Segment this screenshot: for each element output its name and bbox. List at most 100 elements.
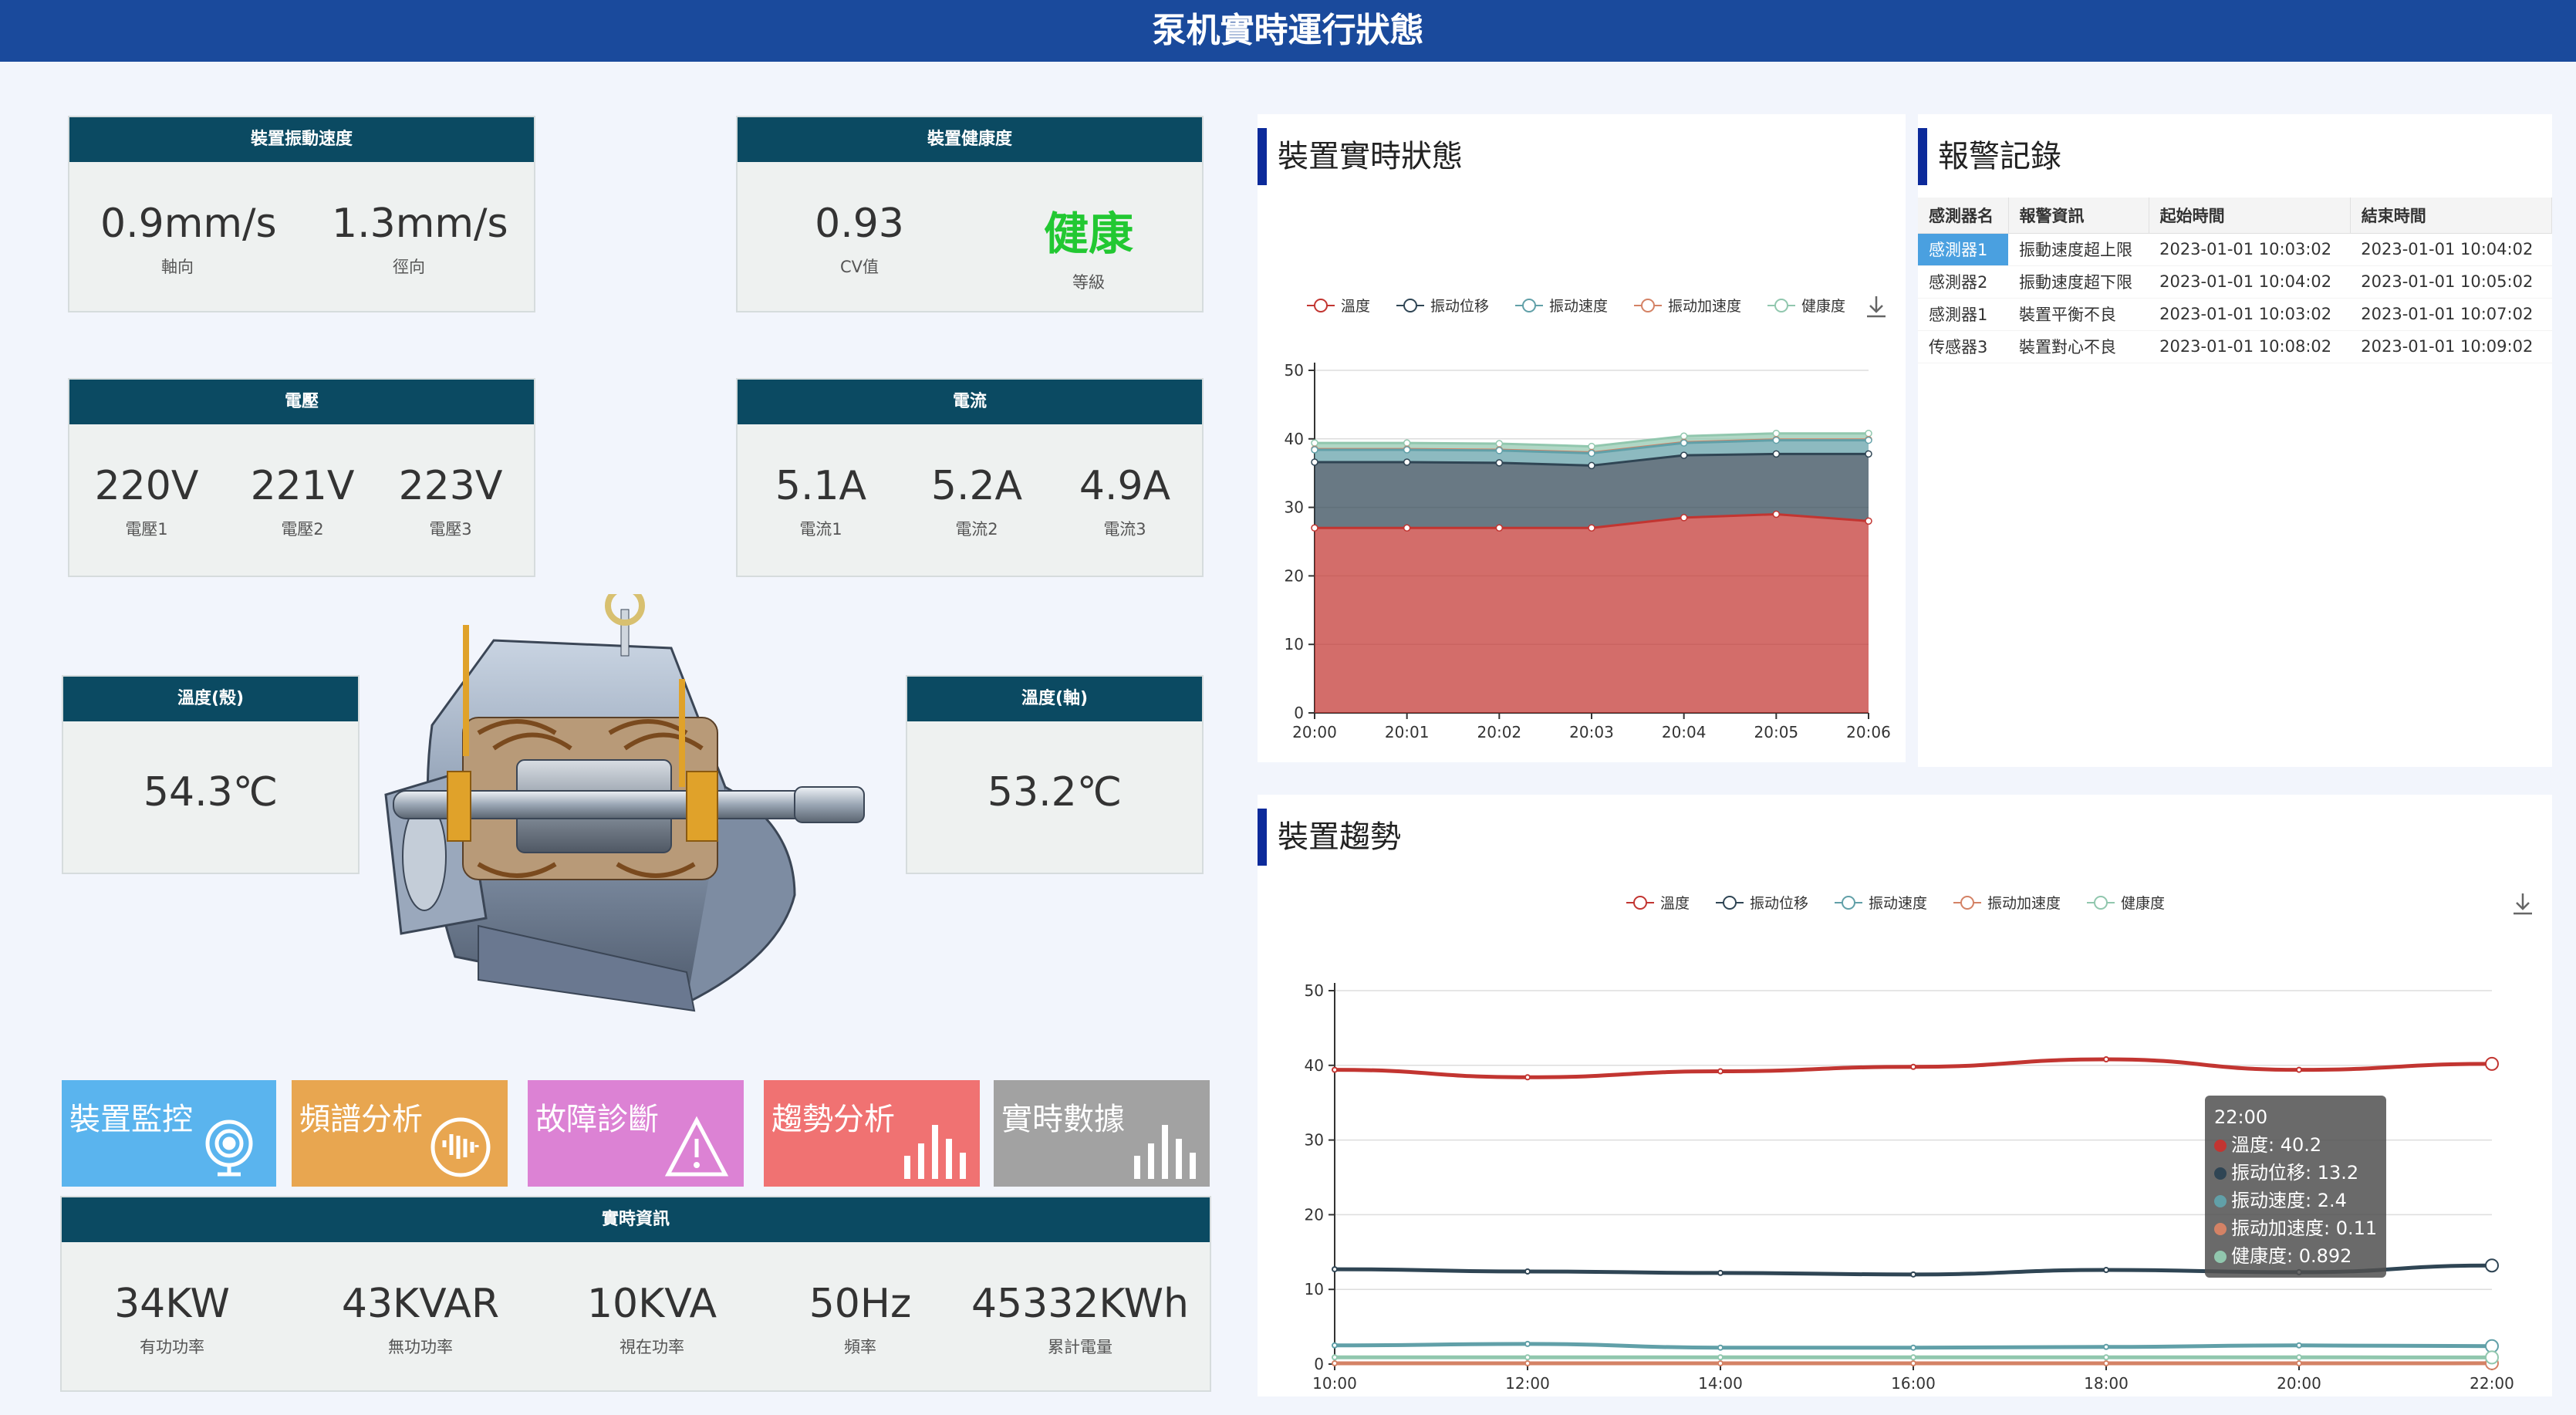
data-point — [1772, 429, 1781, 437]
voltage2-label: 電壓2 — [281, 520, 324, 539]
realtime-info-card: 實時資訊 34KW 有功功率 43KVAR 無功功率 10KVA 視在功率 50… — [60, 1196, 1211, 1392]
y-tick-label: 40 — [1285, 430, 1304, 448]
alarm-row[interactable]: 传感器3 裝置對心不良 2023-01-01 10:08:02 2023-01-01 … — [1918, 330, 2552, 363]
data-point — [2485, 1056, 2499, 1071]
data-point — [1680, 514, 1688, 522]
data-point — [1865, 450, 1872, 458]
data-point — [1588, 449, 1595, 458]
data-point — [1588, 461, 1595, 470]
y-tick-label: 30 — [1305, 1131, 1324, 1150]
health-card: 裝置健康度 0.93 CV值 健康 等級 — [736, 116, 1204, 312]
data-point — [1717, 1354, 1724, 1361]
data-point — [2296, 1342, 2302, 1349]
voltage3-label: 電壓3 — [429, 520, 472, 539]
energy-value: 45332KWh — [971, 1281, 1190, 1327]
active-power-value: 34KW — [114, 1281, 230, 1327]
legend-label: 振动加速度 — [1668, 298, 1741, 315]
alarm-panel: 報警記錄 感測器名 報警資訊 起始時間 結束時間 感測器1 振動速度超上限 2023-01… — [1918, 114, 2553, 767]
chart-tooltip: 22:00 溫度: 40.2 振动位移: 13.2 振动速度: 2.4 振动加速度: … — [2205, 1096, 2387, 1278]
legend-marker — [1403, 299, 1417, 312]
frequency-value: 50Hz — [809, 1281, 912, 1327]
alarm-cell: 感測器2 — [1918, 265, 2009, 299]
tile-trend-analysis[interactable]: 趨勢分析 — [764, 1080, 980, 1187]
tooltip-line: 健康度: 0.892 — [2214, 1242, 2377, 1270]
alarm-row[interactable]: 感測器1 振動速度超上限 2023-01-01 10:03:02 2023-01-01… — [1918, 233, 2552, 266]
energy-label: 累計電量 — [1048, 1338, 1112, 1356]
voltage3-value: 223V — [398, 463, 503, 509]
x-tick-label: 12:00 — [1505, 1374, 1550, 1389]
alarm-column-header[interactable]: 起始時間 — [2149, 198, 2351, 234]
legend-marker — [1774, 299, 1788, 312]
temp-shaft-title: 溫度(軸) — [907, 677, 1202, 721]
series-area — [1315, 514, 1869, 713]
data-point — [1495, 440, 1504, 447]
alarm-column-header[interactable]: 感測器名 — [1918, 198, 2009, 234]
legend-marker — [1842, 896, 1855, 910]
reactive-power-value: 43KVAR — [341, 1281, 500, 1327]
current3-label: 電流3 — [1103, 520, 1146, 539]
temp-shell-cell: 54.3℃ — [63, 769, 358, 816]
alarm-cell: 感測器1 — [1918, 233, 2009, 266]
alarm-cell: 振動速度超下限 — [2008, 265, 2149, 299]
tooltip-line-text: 振动加速度: 0.11 — [2231, 1217, 2378, 1239]
tile-realtime-data[interactable]: 實時數據 — [994, 1080, 1210, 1187]
data-point — [1717, 1068, 1724, 1075]
alarm-column-header[interactable]: 結束時間 — [2350, 198, 2553, 234]
series-area — [1315, 454, 1869, 529]
data-point — [1332, 1360, 1338, 1367]
tile-device-monitor[interactable]: 裝置監控 — [62, 1080, 276, 1187]
download-icon[interactable] — [1867, 296, 1886, 318]
download-icon[interactable] — [2514, 893, 2532, 915]
axial-vibration-cell: 0.9mm/s 軸向 — [100, 201, 277, 278]
alarm-cell: 2023-01-01 10:08:02 — [2149, 330, 2351, 363]
tile-fault-diagnosis[interactable]: 故障診斷 — [528, 1080, 744, 1187]
alarm-cell: 2023-01-01 10:04:02 — [2149, 265, 2351, 299]
current-card-title: 電流 — [738, 380, 1202, 424]
tooltip-line: 振动位移: 13.2 — [2214, 1159, 2377, 1187]
y-tick-label: 50 — [1285, 361, 1304, 380]
alarm-row[interactable]: 感測器1 裝置平衡不良 2023-01-01 10:03:02 2023-01-01 … — [1918, 298, 2552, 331]
data-point — [2103, 1354, 2109, 1361]
data-point — [1772, 450, 1781, 458]
alarm-cell: 感測器1 — [1918, 298, 2009, 331]
camera-icon — [205, 1120, 253, 1177]
realtime-info-title: 實時資訊 — [62, 1197, 1210, 1242]
data-point — [2485, 1350, 2499, 1365]
alarm-column-header[interactable]: 報警資訊 — [2008, 198, 2149, 234]
tooltip-line-text: 健康度: 0.892 — [2231, 1245, 2352, 1267]
data-point — [1311, 439, 1318, 447]
data-point — [1910, 1360, 1916, 1367]
voltage2-value: 221V — [250, 463, 355, 509]
alarm-cell: 裝置平衡不良 — [2008, 298, 2149, 331]
legend-marker — [1960, 896, 1974, 910]
apparent-power-value: 10KVA — [586, 1281, 717, 1327]
current2-value: 5.2A — [930, 463, 1023, 509]
data-point — [1772, 510, 1781, 518]
y-tick-label: 40 — [1305, 1056, 1324, 1075]
radial-vibration-cell: 1.3mm/s 徑向 — [332, 201, 508, 278]
data-point — [1332, 1354, 1338, 1361]
current1-label: 電流1 — [799, 520, 842, 539]
tile-spectrum-analysis[interactable]: 頻譜分析 — [292, 1080, 508, 1187]
tile-device-monitor-label: 裝置監控 — [69, 1102, 193, 1137]
data-point — [1910, 1354, 1916, 1361]
legend-label: 振动加速度 — [1987, 895, 2061, 912]
x-tick-label: 14:00 — [1698, 1374, 1743, 1389]
legend-label: 健康度 — [1801, 298, 1845, 315]
legend-label: 溫度 — [1660, 895, 1690, 912]
y-tick-label: 0 — [1314, 1355, 1324, 1373]
data-point — [1311, 446, 1318, 454]
x-tick-label: 20:05 — [1754, 723, 1799, 741]
trend-panel: 裝置趨勢 溫度 振动位移 振动速度 振动加速度 健康度 0 10 20 30 40 50 10:00 1… — [1258, 795, 2552, 1396]
voltage-card-title: 電壓 — [69, 380, 534, 424]
legend-marker — [2094, 896, 2108, 910]
bar-chart-icon — [1134, 1125, 1196, 1179]
legend-label: 振动位移 — [1430, 298, 1489, 315]
data-point — [1588, 524, 1595, 532]
voltage1-cell: 220V 電壓1 — [85, 463, 208, 540]
alarm-row[interactable]: 感測器2 振動速度超下限 2023-01-01 10:04:02 2023-01-01… — [1918, 265, 2552, 299]
legend-label: 振动速度 — [1869, 895, 1927, 912]
tooltip-line-text: 溫度: 40.2 — [2231, 1134, 2322, 1156]
data-point — [1403, 439, 1411, 447]
tooltip-line-text: 振动速度: 2.4 — [2231, 1190, 2347, 1211]
